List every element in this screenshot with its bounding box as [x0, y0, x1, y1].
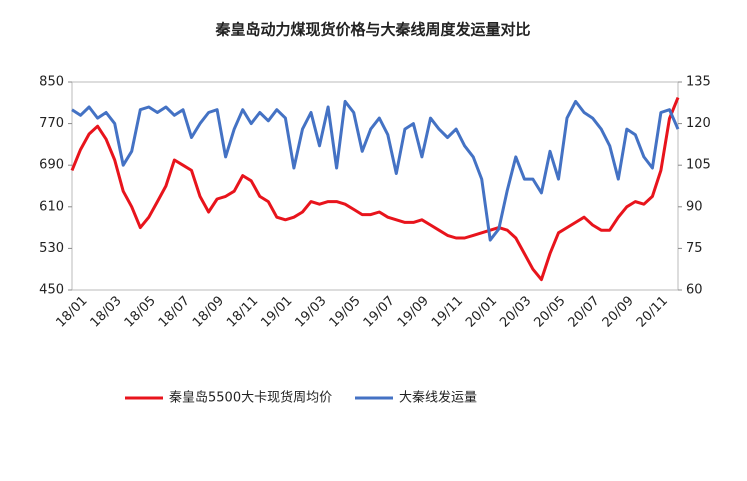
x-tick-label: 20/01	[463, 293, 500, 330]
x-tick-label: 19/03	[292, 293, 329, 330]
y-tick-label: 850	[39, 75, 64, 90]
y2-tick-label: 120	[686, 116, 711, 131]
y-tick-label: 610	[39, 199, 64, 214]
x-tick-label: 18/01	[53, 293, 90, 330]
y-tick-label: 770	[39, 116, 64, 131]
y2-tick-label: 90	[686, 199, 703, 214]
x-tick-label: 19/11	[429, 293, 466, 330]
x-tick-label: 20/09	[600, 293, 637, 330]
x-tick-label: 18/11	[224, 293, 261, 330]
x-tick-label: 19/09	[395, 293, 432, 330]
series-line	[70, 97, 680, 282]
legend-label: 秦皇岛5500大卡现货周均价	[169, 390, 332, 406]
y2-tick-label: 135	[686, 75, 711, 90]
x-tick-label: 18/03	[88, 293, 125, 330]
y-tick-label: 530	[39, 241, 64, 256]
legend-label: 大秦线发运量	[399, 390, 477, 406]
x-tick-label: 18/09	[190, 293, 227, 330]
x-tick-label: 20/07	[566, 293, 603, 330]
x-tick-label: 20/05	[531, 293, 568, 330]
x-tick-label: 20/11	[634, 293, 671, 330]
y2-tick-label: 75	[686, 241, 703, 256]
x-tick-label: 18/07	[156, 293, 193, 330]
chart-title: 秦皇岛动力煤现货价格与大秦线周度发运量对比	[214, 21, 530, 39]
y-tick-label: 450	[39, 283, 64, 298]
x-tick-label: 20/03	[497, 293, 534, 330]
x-tick-label: 19/05	[327, 293, 364, 330]
x-tick-label: 19/07	[361, 293, 398, 330]
y2-tick-label: 105	[686, 158, 711, 173]
plot-frame	[71, 81, 679, 291]
series-line	[71, 99, 680, 242]
y2-tick-label: 60	[686, 283, 703, 298]
x-tick-label: 18/05	[122, 293, 159, 330]
y-tick-label: 690	[39, 158, 64, 173]
x-tick-label: 19/01	[258, 293, 295, 330]
